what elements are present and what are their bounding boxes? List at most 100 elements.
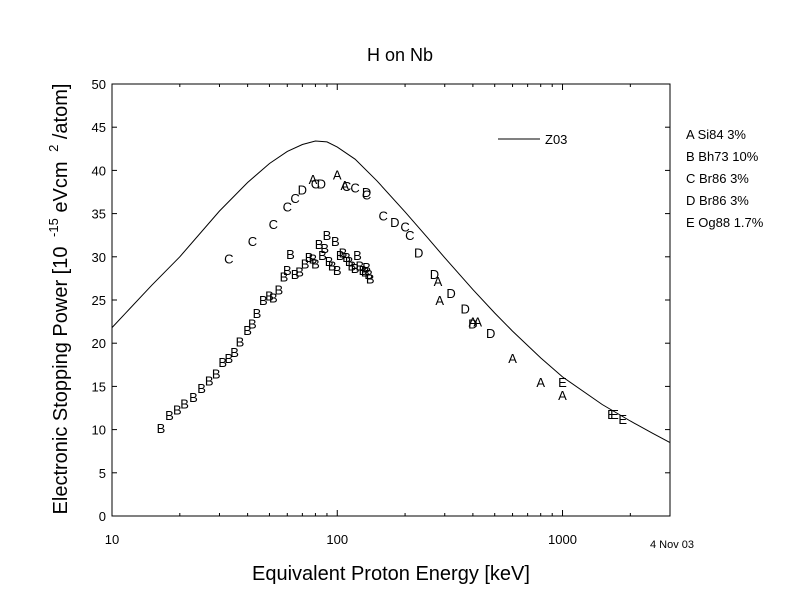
data-point-a: A [340, 178, 349, 193]
data-point-b: B [295, 264, 304, 279]
data-point-e: E [558, 375, 567, 390]
y-tick-label: 30 [92, 250, 106, 265]
data-point-b: B [333, 263, 342, 278]
data-point-e: E [610, 407, 619, 422]
data-point-d: D [486, 326, 495, 341]
data-point-b: B [230, 345, 239, 360]
data-point-b: B [243, 323, 252, 338]
data-point-b: B [361, 264, 370, 279]
x-axis: 10 100 1000 [105, 84, 631, 547]
data-point-b: B [328, 258, 337, 273]
legend-entry: D Br86 3% [686, 193, 749, 208]
curve-z03 [111, 140, 671, 444]
data-point-a: A [309, 172, 318, 187]
legend-entry: A Si84 3% [686, 127, 746, 142]
data-point-a: A [508, 351, 517, 366]
data-point-c: C [248, 234, 257, 249]
data-point-d: D [317, 176, 326, 191]
data-point-b: B [364, 267, 373, 282]
data-point-b: B [347, 258, 356, 273]
plot-frame [111, 83, 671, 517]
data-point-d: D [414, 245, 423, 260]
data-point-e: E [607, 407, 616, 422]
data-point-b: B [180, 397, 189, 412]
data-point-b: B [286, 247, 295, 262]
data-point-b: B [248, 316, 257, 331]
y-axis-label-suffix: /atom] [50, 84, 72, 140]
curve-legend: Z03 [498, 132, 567, 147]
data-point-b: B [224, 351, 233, 366]
data-point-b: B [265, 289, 274, 304]
x-tick-label: 100 [326, 532, 348, 547]
legend-entry: C Br86 3% [686, 171, 749, 186]
data-point-c: C [290, 191, 299, 206]
data-point-e: E [618, 412, 627, 427]
data-point-c: C [283, 200, 292, 215]
data-point-c: C [269, 217, 278, 232]
data-point-b: B [351, 261, 360, 276]
data-point-d: D [362, 185, 371, 200]
data-point-b: B [283, 263, 292, 278]
y-tick-label: 40 [92, 163, 106, 178]
date-note: 4 Nov 03 [650, 539, 694, 551]
data-point-d: D [446, 286, 455, 301]
data-point-c: C [405, 228, 414, 243]
data-point-b: B [353, 248, 362, 263]
data-point-b: B [280, 270, 289, 285]
y-axis-label-mid: eVcm [50, 161, 72, 212]
data-point-b: B [236, 334, 245, 349]
y-tick-label: 20 [92, 336, 106, 351]
chart-title: H on Nb [367, 45, 433, 65]
data-point-a: A [434, 274, 443, 289]
y-axis-label: Electronic Stopping Power [10 -15 eVcm 2… [41, 84, 72, 515]
data-point-a: A [469, 315, 478, 330]
y-tick-label: 25 [92, 293, 106, 308]
data-point-b: B [339, 245, 348, 260]
data-point-d: D [390, 215, 399, 230]
data-point-b: B [336, 248, 345, 263]
legend: A Si84 3% B Bh73 10% C Br86 3% D Br86 3% E O… [686, 127, 764, 230]
x-axis-label: Equivalent Proton Energy [keV] [252, 563, 530, 585]
data-point-b: B [305, 250, 314, 265]
data-point-b: B [362, 260, 371, 275]
y-axis-label-exp2: 2 [46, 145, 61, 152]
y-tick-label: 50 [92, 77, 106, 92]
data-point-b: B [309, 252, 318, 267]
data-point-d: D [468, 316, 477, 331]
data-point-c: C [350, 181, 359, 196]
data-point-b: B [315, 237, 324, 252]
data-point-c: C [379, 208, 388, 223]
data-point-b: B [366, 271, 375, 286]
y-tick-label: 35 [92, 207, 106, 222]
data-point-c: C [362, 188, 371, 203]
data-point-b: B [165, 408, 174, 423]
data-point-a: A [558, 388, 567, 403]
data-point-b: B [311, 257, 320, 272]
y-axis: 0 5 10 15 20 25 30 35 40 45 50 [92, 77, 670, 524]
data-point-b: B [318, 248, 327, 263]
data-point-a: A [473, 315, 482, 330]
data-point-c: C [311, 176, 320, 191]
data-point-b: B [218, 355, 227, 370]
data-point-c: C [342, 179, 351, 194]
data-point-b: B [342, 250, 351, 265]
data-point-b: B [274, 283, 283, 298]
x-tick-label: 1000 [548, 532, 577, 547]
data-point-b: B [189, 390, 198, 405]
data-point-b: B [301, 257, 310, 272]
data-point-b: B [269, 290, 278, 305]
legend-entry: B Bh73 10% [686, 149, 759, 164]
data-point-b: B [323, 228, 332, 243]
curve-legend-label: Z03 [545, 132, 567, 147]
y-tick-label: 45 [92, 120, 106, 135]
data-point-b: B [331, 234, 340, 249]
data-point-d: D [298, 182, 307, 197]
data-point-a: A [435, 293, 444, 308]
y-tick-label: 15 [92, 379, 106, 394]
data-point-b: B [197, 381, 206, 396]
data-point-d: D [430, 267, 439, 282]
data-point-b: B [345, 254, 354, 269]
curve-group [111, 140, 671, 444]
data-point-b: B [291, 267, 300, 282]
